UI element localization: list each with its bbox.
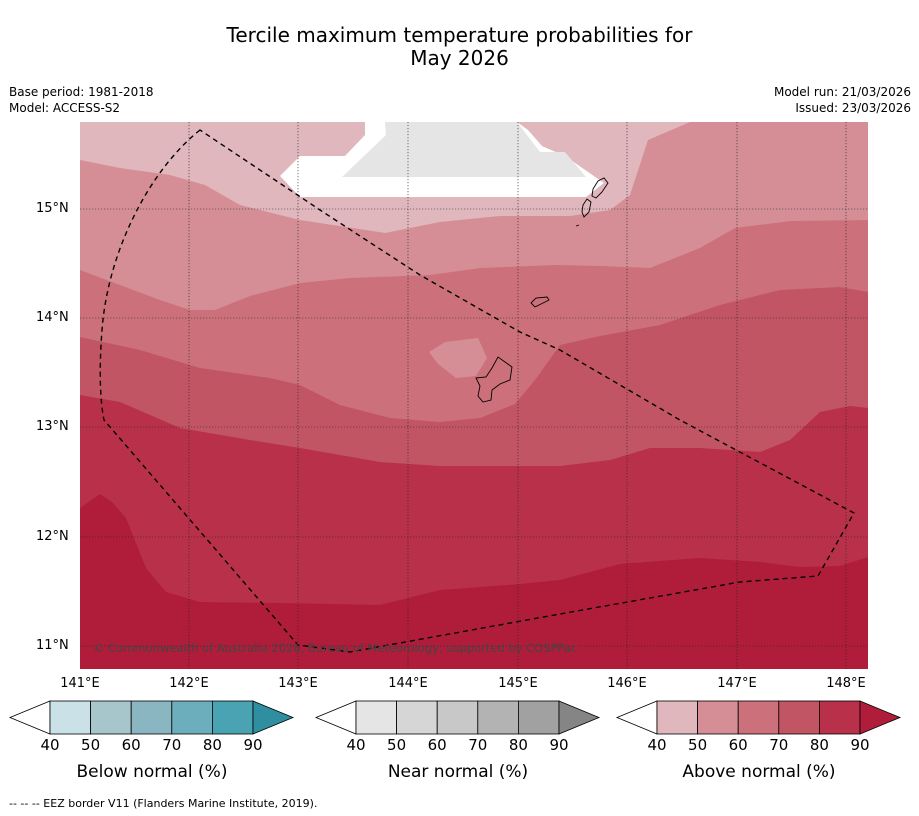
colorbar-extend-high <box>859 700 902 735</box>
rota-island <box>530 296 550 308</box>
colorbar-cell <box>819 700 861 735</box>
lon-label: 141°E <box>60 676 100 691</box>
colorbar-cell <box>396 700 438 735</box>
colorbar-tick-label: 70 <box>468 736 488 754</box>
band-90-plus <box>80 494 868 669</box>
tinian-island <box>581 198 592 218</box>
lon-label: 142°E <box>169 676 209 691</box>
above-normal-label: Above normal (%) <box>682 762 836 782</box>
lon-label: 143°E <box>278 676 318 691</box>
colorbar-cell <box>656 700 698 735</box>
colorbar-tick-label: 40 <box>647 736 667 754</box>
colorbar-tick-label: 40 <box>40 736 60 754</box>
lat-label: 14°N <box>36 310 69 325</box>
issued-date: Issued: 23/03/2026 <box>795 101 911 115</box>
colorbar-tick-label: 70 <box>769 736 789 754</box>
colorbar-extend-high <box>558 700 601 735</box>
guam-light-patch <box>429 338 487 378</box>
colorbar-cell <box>130 700 173 735</box>
colorbar-cell <box>355 700 397 735</box>
colorbar-cell <box>49 700 91 735</box>
colorbar-tick-label: 60 <box>728 736 748 754</box>
colorbar-cell <box>436 700 479 735</box>
guam-island <box>475 356 513 403</box>
colorbar-cell <box>171 700 213 735</box>
saipan-island <box>591 177 609 199</box>
colorbar-extend-low <box>314 700 357 735</box>
lon-label: 144°E <box>388 676 428 691</box>
below-normal-label: Below normal (%) <box>76 762 228 782</box>
colorbar-tick-label: 80 <box>809 736 829 754</box>
colorbar-tick-label: 80 <box>508 736 528 754</box>
lat-label: 15°N <box>36 201 69 216</box>
colorbar-tick-label: 80 <box>202 736 222 754</box>
colorbar-cell <box>90 700 132 735</box>
lat-label: 11°N <box>36 638 69 653</box>
model-run: Model run: 21/03/2026 <box>773 85 911 99</box>
near-normal-label: Near normal (%) <box>387 762 529 782</box>
colorbar-tick-label: 50 <box>81 736 101 754</box>
lon-label: 147°E <box>717 676 757 691</box>
colorbar-cell <box>518 700 560 735</box>
colorbar-tick-label: 50 <box>387 736 407 754</box>
colorbar-cell <box>778 700 820 735</box>
lat-label: 13°N <box>36 419 69 434</box>
model-name: Model: ACCESS-S2 <box>9 101 121 115</box>
colorbar-cell <box>737 700 780 735</box>
eez-footnote: -- -- -- EEZ border V11 (Flanders Marine… <box>9 797 318 810</box>
lon-label: 146°E <box>607 676 647 691</box>
colorbar-extend-high <box>252 700 295 735</box>
colorbar-tick-label: 70 <box>162 736 182 754</box>
chart-title-line1: Tercile maximum temperature probabilitie… <box>226 23 693 47</box>
lat-label: 12°N <box>36 529 69 544</box>
colorbar-tick-label: 60 <box>427 736 447 754</box>
colorbar-tick-label: 90 <box>850 736 870 754</box>
colorbar-extend-low <box>8 700 51 735</box>
colorbar-extend-low <box>615 700 658 735</box>
copyright-notice: © Commonwealth of Australia 2026, Bureau… <box>93 641 578 655</box>
lon-label: 148°E <box>826 676 866 691</box>
colorbar-cell <box>477 700 519 735</box>
colorbar-tick-label: 40 <box>346 736 366 754</box>
colorbar-tick-label: 90 <box>243 736 263 754</box>
graticule <box>80 122 868 669</box>
chart-title-line2: May 2026 <box>410 46 509 70</box>
colorbar-tick-label: 50 <box>688 736 708 754</box>
colorbars <box>8 700 902 735</box>
base-period: Base period: 1981-2018 <box>9 85 154 99</box>
colorbar-cell <box>697 700 739 735</box>
lon-label: 145°E <box>498 676 538 691</box>
colorbar-tick-label: 60 <box>121 736 141 754</box>
colorbar-cell <box>211 700 254 735</box>
aguijan-islet <box>575 224 580 227</box>
near-normal-grey <box>342 122 586 177</box>
colorbar-tick-label: 90 <box>549 736 569 754</box>
